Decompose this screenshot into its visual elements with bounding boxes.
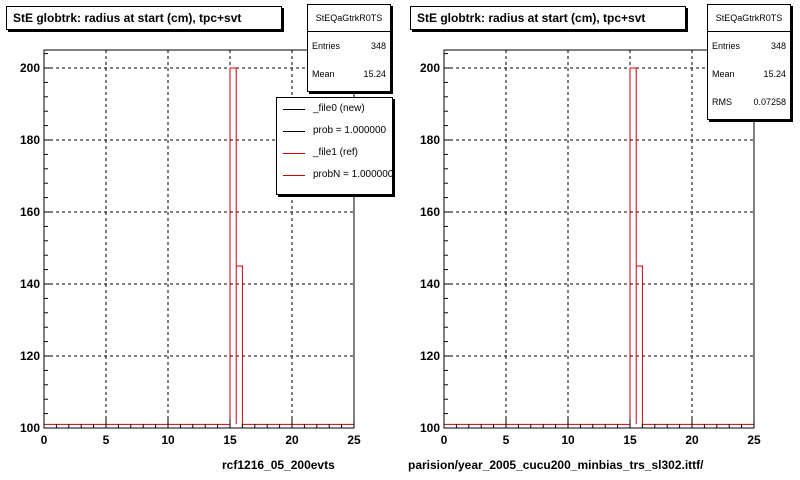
legend-label: probN = 1.000000: [313, 169, 393, 180]
legend-entry: _file1 (ref): [277, 142, 392, 164]
x-tick-label: 0: [41, 433, 48, 447]
stats-box: StEQaGtrkR0TS Entries 348 Mean 15.24 RMS…: [707, 4, 791, 120]
plot-frame: [443, 49, 755, 429]
y-tick-label: 120: [420, 349, 440, 363]
y-tick-label: 180: [20, 133, 40, 147]
x-tick-label: 15: [623, 433, 637, 447]
stats-label: RMS: [712, 97, 732, 107]
plot-area: 0 5 10 15 20 25 100 120 140 160 180 200: [420, 49, 761, 447]
stats-name: StEQaGtrkR0TS: [308, 5, 390, 32]
histogram-series-line: [44, 67, 354, 425]
histogram-series-line: [444, 67, 754, 425]
stats-name: StEQaGtrkR0TS: [708, 5, 790, 32]
y-tick-label: 180: [420, 133, 440, 147]
legend-swatch: [283, 175, 305, 176]
plot-title: StE globtrk: radius at start (cm), tpc+s…: [410, 6, 686, 30]
legend-label: prob = 1.000000: [313, 125, 387, 136]
legend-entry: probN = 1.000000: [277, 164, 392, 186]
legend-label: _file1 (ref): [313, 147, 359, 158]
x-axis-title: parision/year_2005_cucu200_minbias_trs_s…: [408, 458, 704, 472]
x-tick-label: 10: [561, 433, 575, 447]
legend: _file0 (new) prob = 1.000000 _file1 (ref…: [276, 97, 393, 195]
x-tick-label: 10: [161, 433, 175, 447]
stats-value: 0.07258: [753, 97, 786, 107]
y-tick-label: 100: [20, 421, 40, 435]
y-tick-label: 100: [420, 421, 440, 435]
x-tick-label: 25: [347, 433, 361, 447]
y-tick-label: 160: [420, 205, 440, 219]
stats-value: 348: [770, 41, 786, 51]
stats-value: 348: [370, 41, 386, 51]
histogram-pad-left: 0 5 10 15 20 25 100 120 140 160 180 200 StE globtrk…: [6, 4, 393, 472]
x-tick-label: 20: [685, 433, 699, 447]
plot-frame: [43, 49, 355, 429]
stats-row-rms: RMS 0.07258: [708, 88, 790, 116]
y-tick-label: 200: [20, 61, 40, 75]
y-tick-label: 200: [420, 61, 440, 75]
x-axis-title: rcf1216_05_200evts: [222, 458, 335, 472]
plot-title: StE globtrk: radius at start (cm), tpc+s…: [6, 6, 282, 30]
stats-box: StEQaGtrkR0TS Entries 348 Mean 15.24: [307, 4, 391, 92]
stats-row-mean: Mean 15.24: [708, 60, 790, 88]
legend-entry: prob = 1.000000: [277, 120, 392, 142]
stats-label: Mean: [712, 69, 735, 79]
x-tick-label: 5: [503, 433, 510, 447]
legend-entry: _file0 (new): [277, 98, 392, 120]
x-tick-label: 15: [223, 433, 237, 447]
x-tick-label: 25: [747, 433, 761, 447]
y-tick-label: 120: [20, 349, 40, 363]
stats-value: 15.24: [763, 69, 786, 79]
histogram-pad-right: 0 5 10 15 20 25 100 120 140 160 180 200 StE globtrk…: [400, 0, 800, 480]
legend-label: _file0 (new): [313, 103, 365, 114]
x-tick-label: 5: [103, 433, 110, 447]
x-tick-label: 20: [285, 433, 299, 447]
stats-value: 15.24: [363, 69, 386, 79]
y-tick-label: 160: [20, 205, 40, 219]
stats-row-mean: Mean 15.24: [308, 60, 390, 88]
stats-label: Entries: [712, 41, 741, 51]
legend-swatch: [283, 131, 305, 132]
legend-swatch: [283, 109, 305, 110]
y-tick-label: 140: [20, 277, 40, 291]
stats-row-entries: Entries 348: [308, 32, 390, 60]
legend-swatch: [283, 153, 305, 154]
y-tick-label: 140: [420, 277, 440, 291]
x-tick-label: 0: [441, 433, 448, 447]
stats-label: Mean: [312, 69, 335, 79]
stats-row-entries: Entries 348: [708, 32, 790, 60]
stats-label: Entries: [312, 41, 341, 51]
